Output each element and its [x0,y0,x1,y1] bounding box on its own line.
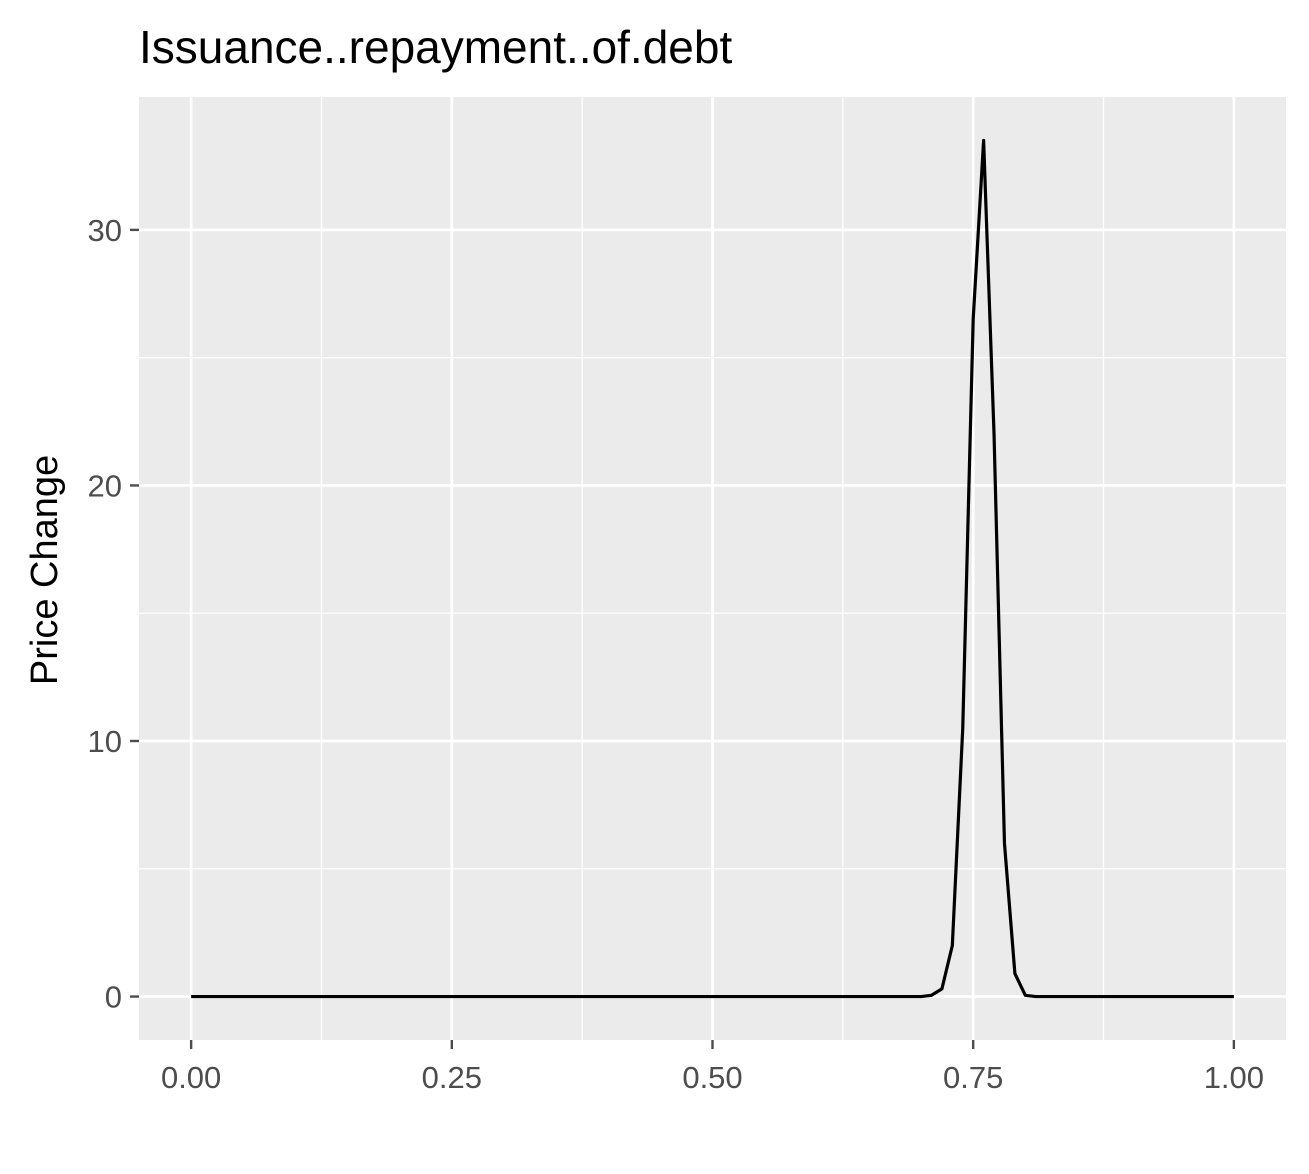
series-lines [191,138,1234,999]
y-tick-label: 0 [105,980,122,1015]
x-tick-label: 0.50 [682,1060,742,1095]
x-tick-label: 0.75 [943,1060,1003,1095]
series-line [191,138,1234,999]
x-tick-label: 0.00 [161,1060,221,1095]
chart-title: Issuance..repayment..of.debt [139,21,732,73]
y-tick-label: 10 [88,724,122,759]
y-tick-label: 20 [88,468,122,503]
y-tick-label: 30 [88,213,122,248]
grid-lines [139,97,1286,1040]
x-tick-label: 0.25 [422,1060,482,1095]
axes: 0.00 0.25 0.50 0.75 1.00 0 10 20 30 [88,213,1265,1095]
y-axis-title: Price Change [24,455,66,685]
x-tick-label: 1.00 [1204,1060,1264,1095]
